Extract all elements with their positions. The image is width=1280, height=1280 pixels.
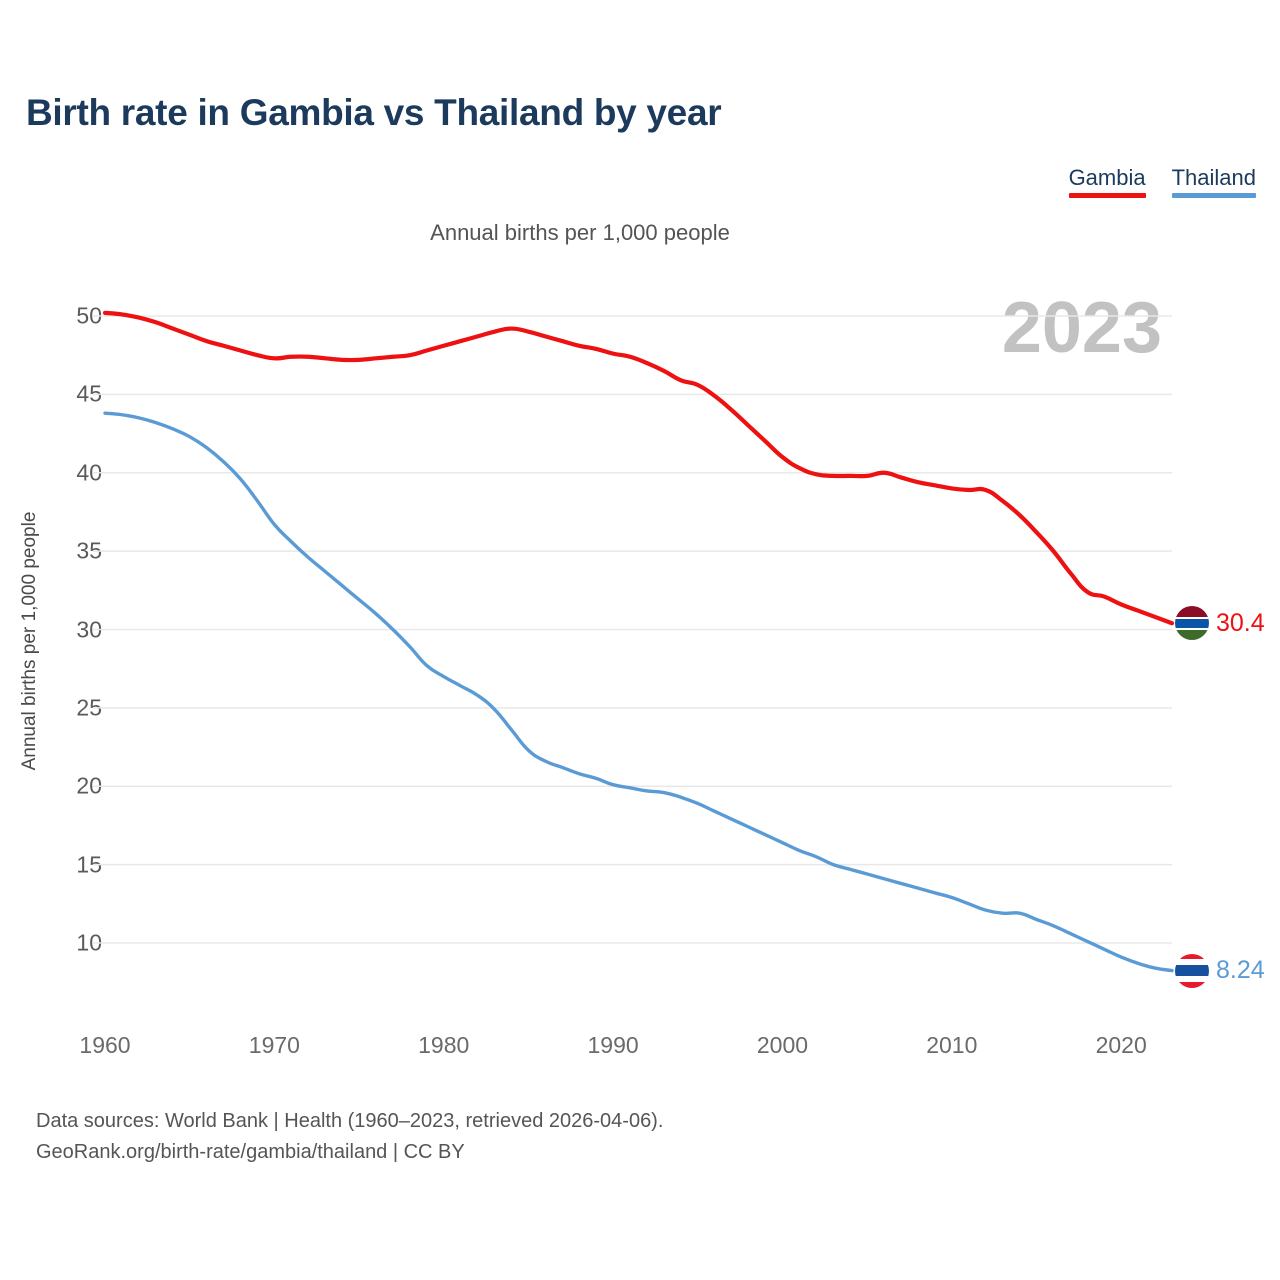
gambia-flag-icon — [1175, 606, 1209, 641]
y-tick-label: 20 — [76, 772, 102, 799]
y-tick-label: 10 — [76, 929, 102, 956]
series-line-thailand — [103, 411, 1174, 973]
footer-line-attribution: GeoRank.org/birth-rate/gambia/thailand |… — [36, 1141, 465, 1163]
x-tick-label: 1990 — [587, 1032, 639, 1058]
page-title: Birth rate in Gambia vs Thailand by year — [26, 92, 722, 133]
footer-line-sources: Data sources: World Bank | Health (1960–… — [36, 1110, 664, 1132]
x-tick-label: 1980 — [418, 1032, 470, 1058]
y-tick-label: 50 — [76, 302, 102, 329]
footer: Data sources: World Bank | Health (1960–… — [36, 1106, 663, 1168]
legend-label-gambia: Gambia — [1068, 165, 1146, 190]
y-tick-label: 35 — [76, 537, 102, 564]
x-tick-label: 2000 — [756, 1032, 809, 1058]
legend-label-thailand: Thailand — [1171, 165, 1256, 190]
y-tick-label: 25 — [76, 694, 102, 721]
x-tick-label: 2020 — [1095, 1032, 1147, 1058]
legend-item-gambia[interactable]: Gambia — [1068, 165, 1146, 199]
y-axis-label: Annual births per 1,000 people — [19, 511, 40, 771]
endpoint-marker-gambia: 30.4 — [1175, 606, 1265, 641]
thailand-flag-icon — [1175, 953, 1209, 988]
y-tick-label: 45 — [76, 380, 102, 407]
legend: Gambia Thailand — [1068, 165, 1256, 199]
x-tick-label: 1960 — [79, 1032, 131, 1058]
chart-subtitle: Annual births per 1,000 people — [430, 220, 730, 245]
legend-swatch-thailand — [1171, 193, 1256, 199]
y-tick-label: 40 — [76, 459, 102, 486]
endpoint-value-thailand: 8.24 — [1216, 956, 1265, 985]
endpoint-value-gambia: 30.4 — [1216, 608, 1265, 637]
x-tick-label: 2010 — [926, 1032, 978, 1058]
legend-item-thailand[interactable]: Thailand — [1171, 165, 1256, 199]
endpoint-marker-thailand: 8.24 — [1175, 953, 1265, 988]
legend-swatch-gambia — [1068, 193, 1146, 199]
year-watermark: 2023 — [1001, 288, 1162, 368]
y-tick-label: 30 — [76, 616, 102, 642]
y-tick-label: 15 — [76, 851, 102, 878]
x-tick-label: 1970 — [248, 1032, 300, 1058]
